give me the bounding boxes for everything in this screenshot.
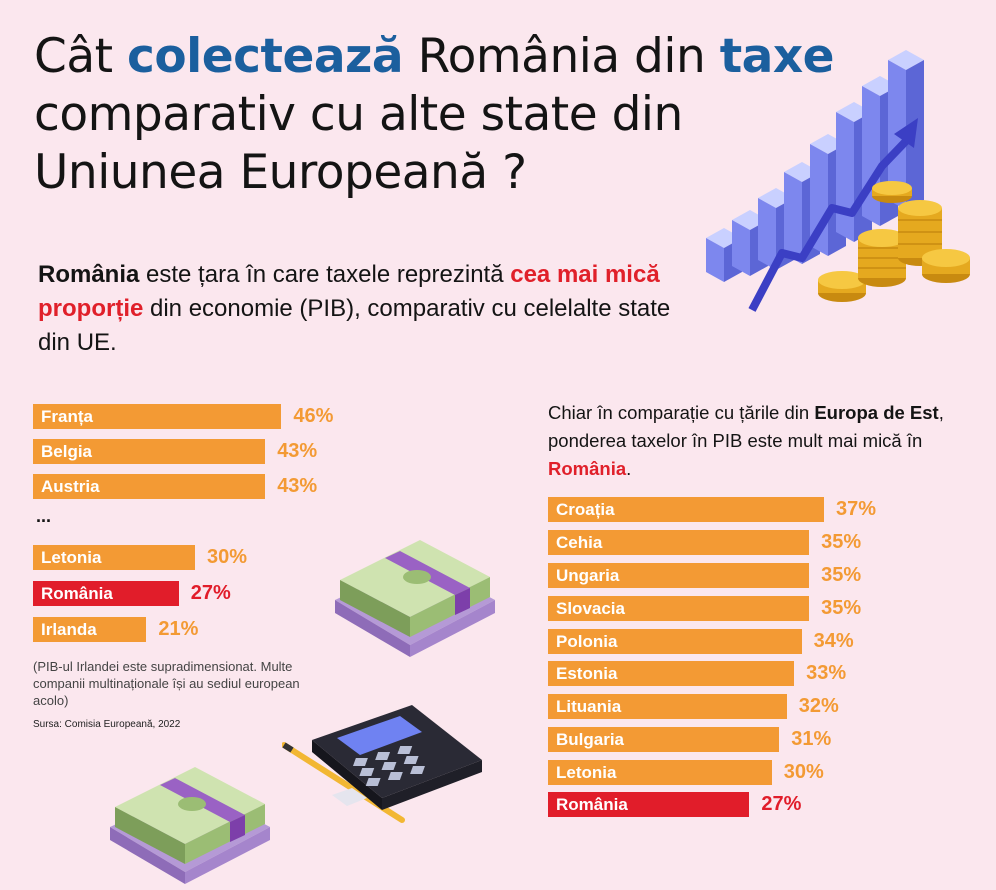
- bar-east-0: Croația: [548, 497, 825, 522]
- bar-east-5: Estonia: [548, 661, 795, 686]
- page-title: Cât colectează România din taxe comparat…: [34, 29, 835, 200]
- bar-value-eu-4: 27%: [190, 582, 231, 604]
- footnote-irlanda: (PIB-ul Irlandei este supradimensionat. …: [33, 659, 300, 708]
- bar-value-eu-1: 43%: [277, 440, 318, 462]
- bar-value-east-2: 35%: [821, 564, 862, 586]
- bar-value-east-6: 32%: [798, 695, 839, 717]
- banknote-stack-illustration-2: [110, 767, 270, 884]
- east-intro-text: Chiar în comparație cu țările din Europa…: [548, 402, 944, 479]
- bar-east-9: România: [548, 792, 750, 817]
- gold-coins-icon: [818, 181, 970, 302]
- bar-east-7: Bulgaria: [548, 727, 780, 752]
- calculator-pencil-illustration: [282, 705, 482, 823]
- bar-value-east-0: 37%: [836, 498, 877, 520]
- bar-east-4: Polonia: [548, 629, 802, 654]
- bar-eu-5: Irlanda: [33, 617, 147, 642]
- bar-value-east-1: 35%: [821, 531, 862, 553]
- bar-east-2: Ungaria: [548, 563, 810, 588]
- banknote-stack-illustration: [335, 540, 495, 657]
- bar-east-6: Lituania: [548, 694, 787, 719]
- title-accent-colecteaza: colectează: [127, 29, 404, 84]
- bar-eu-3: Letonia: [33, 545, 195, 570]
- bar-eu-0: Franța: [33, 404, 282, 429]
- bar-value-east-7: 31%: [791, 728, 832, 750]
- bar-east-1: Cehia: [548, 530, 810, 555]
- bar-east-8: Letonia: [548, 760, 772, 785]
- bar-value-east-4: 34%: [813, 630, 854, 652]
- growth-chart-coins-illustration: [706, 50, 970, 312]
- bar-eu-4: România: [33, 581, 179, 606]
- bar-value-east-9: 27%: [761, 793, 802, 815]
- subtitle: România este țara în care taxele reprezi…: [38, 261, 671, 356]
- bar-eu-1: Belgia: [33, 439, 266, 464]
- bar-eu-2: Austria: [33, 474, 266, 499]
- bar-value-eu-3: 30%: [207, 546, 248, 568]
- bar-value-east-5: 33%: [806, 662, 847, 684]
- bar-value-eu-2: 43%: [277, 475, 318, 497]
- bar-value-eu-0: 46%: [293, 405, 334, 427]
- title-accent-taxe: taxe: [719, 29, 835, 84]
- chart-eu-ellipsis: ...: [36, 506, 52, 526]
- trend-arrow-icon: [748, 118, 918, 312]
- bar-value-eu-5: 21%: [158, 618, 199, 640]
- bar-east-3: Slovacia: [548, 596, 810, 621]
- bar-value-east-8: 30%: [783, 761, 824, 783]
- bar-value-east-3: 35%: [821, 597, 862, 619]
- source-note: Sursa: Comisia Europeană, 2022: [33, 719, 181, 730]
